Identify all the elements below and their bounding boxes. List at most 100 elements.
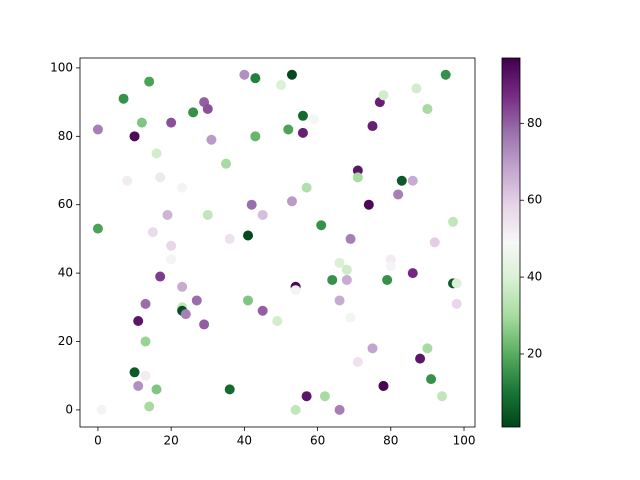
colorbar-tick-label: 80 <box>527 116 542 130</box>
scatter-point <box>96 404 107 415</box>
scatter-point <box>133 380 144 391</box>
scatter-point <box>188 107 199 118</box>
scatter-point <box>202 103 213 114</box>
scatter-point <box>393 189 404 200</box>
scatter-point <box>297 110 308 121</box>
y-tick-label: 60 <box>58 197 73 211</box>
scatter-point <box>140 336 151 347</box>
scatter-point <box>334 295 345 306</box>
scatter-point <box>224 233 235 244</box>
scatter-point <box>275 80 286 91</box>
scatter-point <box>448 216 459 227</box>
scatter-point <box>415 353 426 364</box>
scatter-point <box>136 117 147 128</box>
y-tick-label: 0 <box>65 402 73 416</box>
scatter-point <box>155 271 166 282</box>
scatter-point <box>345 233 356 244</box>
x-tick-label: 40 <box>237 434 252 448</box>
scatter-point <box>407 175 418 186</box>
scatter-point <box>166 254 177 265</box>
scatter-point <box>352 172 363 183</box>
scatter-point <box>363 199 374 210</box>
scatter-point <box>301 182 312 193</box>
y-tick-label: 20 <box>58 334 73 348</box>
x-tick-label: 80 <box>383 434 398 448</box>
scatter-point <box>206 134 217 145</box>
scatter-point <box>422 343 433 354</box>
scatter-point <box>451 278 462 289</box>
scatter-point <box>224 384 235 395</box>
scatter-point <box>345 312 356 323</box>
y-tick-label: 40 <box>58 266 73 280</box>
scatter-point <box>155 172 166 183</box>
colorbar <box>501 57 521 428</box>
scatter-point <box>191 295 202 306</box>
x-tick-label: 60 <box>310 434 325 448</box>
scatter-point <box>429 237 440 248</box>
scatter-point <box>129 131 140 142</box>
scatter-point <box>426 374 437 385</box>
scatter-point <box>151 148 162 159</box>
scatter-point <box>144 401 155 412</box>
scatter-point <box>246 199 257 210</box>
scatter-point <box>140 298 151 309</box>
scatter-point <box>257 209 268 220</box>
scatter-point <box>177 182 188 193</box>
scatter-point <box>177 281 188 292</box>
scatter-point <box>437 391 448 402</box>
scatter-point <box>327 274 338 285</box>
y-tick-label: 100 <box>50 60 73 74</box>
colorbar-tick-label: 40 <box>527 270 542 284</box>
scatter-point <box>290 285 301 296</box>
scatter-point <box>92 124 103 135</box>
scatter-point <box>396 175 407 186</box>
x-tick-label: 100 <box>453 434 476 448</box>
scatter-point <box>290 404 301 415</box>
scatter-point <box>257 305 268 316</box>
scatter-point <box>367 121 378 132</box>
scatter-point <box>118 93 129 104</box>
scatter-point <box>144 76 155 87</box>
scatter-point <box>283 124 294 135</box>
scatter-point <box>239 69 250 80</box>
scatter-point <box>334 257 345 268</box>
scatter-point <box>202 209 213 220</box>
scatter-point <box>319 391 330 402</box>
scatter-point <box>367 343 378 354</box>
scatter-point <box>133 315 144 326</box>
plot-frame <box>79 57 476 428</box>
scatter-point <box>378 380 389 391</box>
scatter-point <box>92 223 103 234</box>
scatter-point <box>297 127 308 138</box>
scatter-point <box>243 230 254 241</box>
x-tick-label: 0 <box>94 434 102 448</box>
scatter-point <box>166 117 177 128</box>
scatter-point <box>341 274 352 285</box>
scatter-point <box>286 69 297 80</box>
scatter-point <box>382 274 393 285</box>
scatter-point <box>140 370 151 381</box>
scatter-point <box>385 261 396 272</box>
scatter-point <box>250 73 261 84</box>
scatter-point <box>221 158 232 169</box>
scatter-point <box>352 165 363 176</box>
scatter-point <box>122 175 133 186</box>
scatter-point <box>316 220 327 231</box>
scatter-point <box>301 391 312 402</box>
scatter-point <box>378 90 389 101</box>
scatter-point <box>422 103 433 114</box>
scatter-point <box>411 83 422 94</box>
scatter-point <box>250 131 261 142</box>
scatter-point <box>407 268 418 279</box>
scatter-point <box>385 254 396 265</box>
scatter-point <box>308 114 319 125</box>
scatter-point <box>341 264 352 275</box>
scatter-point <box>166 240 177 251</box>
scatter-point <box>451 298 462 309</box>
scatter-point <box>129 367 140 378</box>
scatter-point <box>147 227 158 238</box>
scatter-point <box>162 209 173 220</box>
scatter-point <box>272 315 283 326</box>
scatter-point <box>199 319 210 330</box>
